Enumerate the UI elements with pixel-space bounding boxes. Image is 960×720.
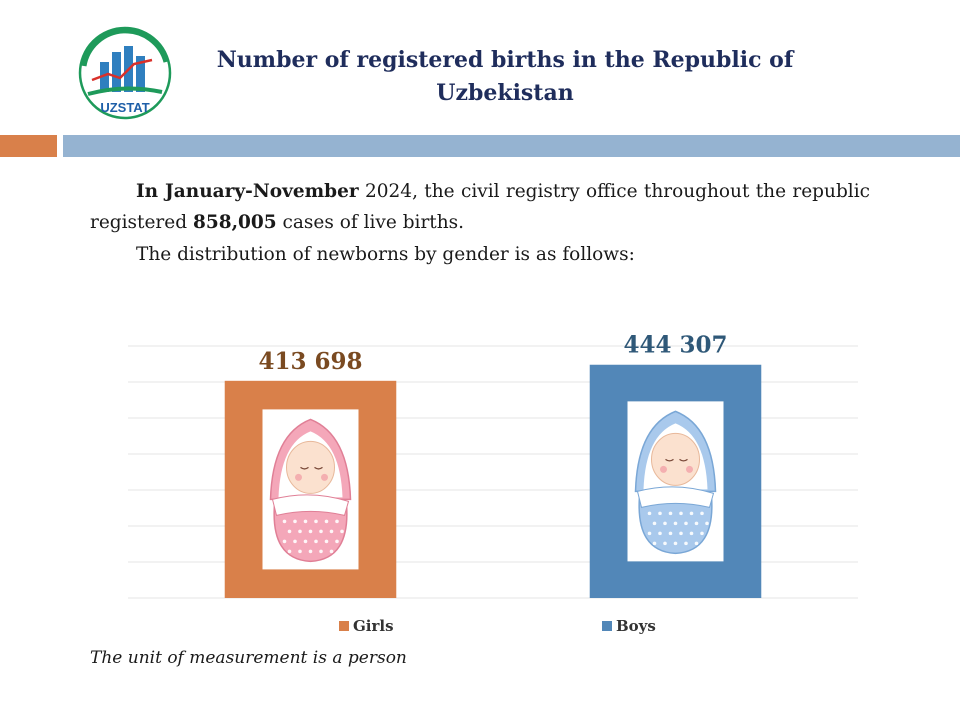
bar-girls [224, 380, 397, 598]
legend-boys-label: Boys [616, 617, 656, 635]
intro-paragraph: In January-November 2024, the civil regi… [90, 176, 870, 238]
chart-value-labels: 413 698 444 307 [258, 332, 727, 375]
legend-boys-swatch [602, 621, 612, 631]
bar-boys [589, 364, 762, 598]
period-text: In January-November [136, 181, 359, 202]
legend-girls-label: Girls [353, 617, 394, 635]
baby-girl-illustration [262, 409, 359, 570]
uzstat-logo: UZSTAT [78, 26, 172, 120]
unit-note: The unit of measurement is a person [90, 648, 407, 668]
legend-girls: Girls [339, 617, 394, 635]
chart-bars [224, 364, 762, 598]
page-title: Number of registered births in the Repub… [216, 47, 794, 106]
logo-text: UZSTAT [100, 100, 149, 115]
value-label-girls: 413 698 [258, 348, 362, 375]
accent-bar-blue [63, 135, 960, 157]
legend-boys: Boys [602, 617, 656, 635]
accent-bar-orange [0, 135, 57, 157]
baby-boy-illustration [627, 401, 724, 562]
total-births: 858,005 [192, 212, 277, 233]
value-label-boys: 444 307 [623, 332, 727, 359]
legend-girls-swatch [339, 621, 349, 631]
intro-tail: cases of live births. [276, 212, 465, 233]
intro-text: 2024, the civil registry office througho… [90, 181, 870, 233]
distribution-text: The distribution of newborns by gender i… [136, 244, 635, 265]
